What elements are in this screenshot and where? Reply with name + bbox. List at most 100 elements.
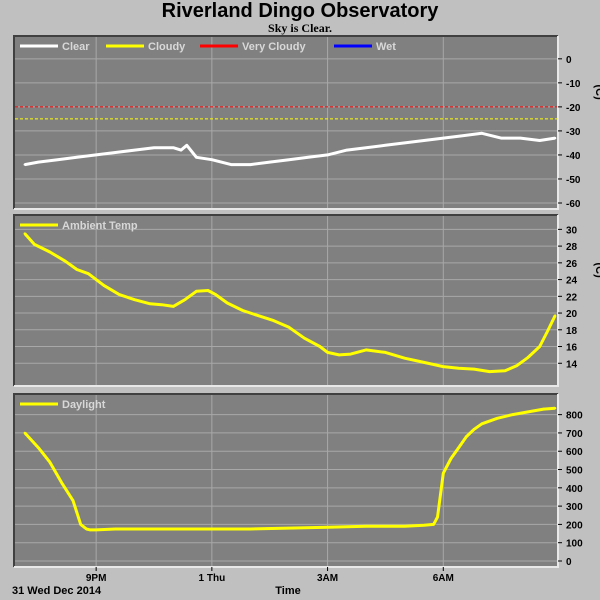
data-point	[442, 365, 445, 368]
data-point	[133, 527, 136, 531]
x-axis-title: Time	[275, 585, 300, 597]
data-point	[79, 523, 82, 526]
y-tick-label: -60	[566, 199, 581, 210]
data-point	[538, 139, 541, 142]
data-point	[364, 525, 368, 528]
data-point	[160, 303, 163, 306]
y-tick-label: 18	[566, 326, 578, 337]
legend-label: Very Cloudy	[242, 41, 306, 53]
data-point	[326, 351, 329, 354]
y-tick-label: -50	[566, 175, 581, 186]
plot-area	[14, 394, 558, 567]
data-point	[226, 301, 229, 305]
data-point	[148, 302, 152, 305]
data-point	[488, 370, 491, 373]
data-point	[64, 260, 67, 263]
y-tick-label: -30	[566, 127, 581, 138]
data-point	[214, 293, 217, 296]
data-point	[326, 526, 329, 529]
y-tick-label: 300	[566, 502, 583, 513]
data-point	[152, 146, 156, 149]
data-point	[48, 250, 52, 254]
data-point	[56, 158, 59, 161]
data-point	[33, 243, 36, 246]
data-point	[472, 367, 476, 371]
data-point	[364, 348, 368, 352]
data-point	[229, 163, 233, 166]
data-point	[23, 232, 26, 235]
y-tick-label: 20	[566, 309, 578, 320]
data-point	[37, 160, 40, 164]
data-point	[114, 151, 117, 154]
y-tick-label: 400	[566, 484, 583, 495]
data-point	[37, 446, 40, 449]
y-tick-label: 26	[566, 259, 578, 270]
y-tick-label: -20	[566, 103, 581, 114]
y-tick-label: 0	[566, 55, 572, 66]
data-point	[384, 144, 387, 147]
legend-label: Daylight	[62, 399, 106, 411]
x-tick-label: 9PM	[86, 573, 107, 584]
data-point	[172, 305, 175, 308]
data-point	[210, 527, 214, 531]
data-point	[442, 136, 445, 140]
data-point	[465, 435, 468, 438]
data-point	[256, 314, 260, 317]
data-point	[364, 146, 368, 149]
data-point	[461, 134, 464, 137]
x-tick-label: 1 Thu	[199, 573, 226, 584]
data-point	[403, 357, 406, 360]
data-point	[442, 472, 445, 475]
data-point	[185, 144, 188, 147]
data-point	[499, 136, 503, 140]
data-point	[172, 527, 175, 531]
y-unit-label: (C)	[593, 263, 600, 279]
data-point	[195, 156, 198, 159]
data-point	[542, 407, 545, 411]
data-point	[94, 153, 98, 157]
data-point	[287, 326, 291, 329]
data-point	[326, 153, 329, 157]
data-point	[432, 523, 435, 526]
legend-label: Cloudy	[148, 41, 186, 53]
data-point	[472, 428, 476, 431]
data-point	[422, 361, 426, 364]
legend-label: Ambient Temp	[62, 220, 138, 232]
y-tick-label: 30	[566, 225, 578, 236]
data-point	[118, 293, 121, 296]
data-point	[272, 319, 275, 322]
data-point	[449, 457, 453, 460]
plot-area	[14, 215, 558, 386]
data-point	[546, 330, 549, 333]
y-tick-label: 16	[566, 343, 578, 354]
data-point	[287, 158, 291, 161]
plot-border-shadow	[13, 214, 558, 386]
data-point	[133, 148, 136, 152]
data-point	[249, 527, 252, 531]
data-point	[496, 417, 499, 420]
sky-status-subtitle: Sky is Clear.	[268, 21, 332, 35]
data-point	[337, 353, 341, 357]
data-point	[503, 369, 507, 372]
y-tick-label: 800	[566, 411, 583, 422]
data-point	[422, 524, 426, 527]
y-tick-label: -10	[566, 79, 581, 90]
y-tick-label: 200	[566, 520, 583, 531]
data-point	[526, 410, 530, 414]
y-tick-label: 0	[566, 557, 572, 568]
chart-panel-2: 30 28 26 24 22 20 18 16 14 (C) Ambient Temp	[13, 214, 600, 387]
data-point	[553, 314, 557, 317]
legend-label: Clear	[62, 41, 90, 53]
series-line	[23, 232, 557, 374]
data-point	[457, 446, 460, 449]
data-point	[179, 148, 183, 152]
data-point	[133, 298, 136, 301]
chart-panel-3: 800 700 600 500 400 300 200 100 0 Daylight	[13, 393, 583, 568]
data-point	[519, 136, 522, 140]
data-point	[526, 356, 530, 359]
y-tick-label: 22	[566, 292, 578, 303]
data-point	[515, 364, 518, 367]
x-tick-label: 6AM	[433, 573, 454, 584]
data-point	[403, 141, 406, 145]
data-point	[553, 136, 557, 140]
